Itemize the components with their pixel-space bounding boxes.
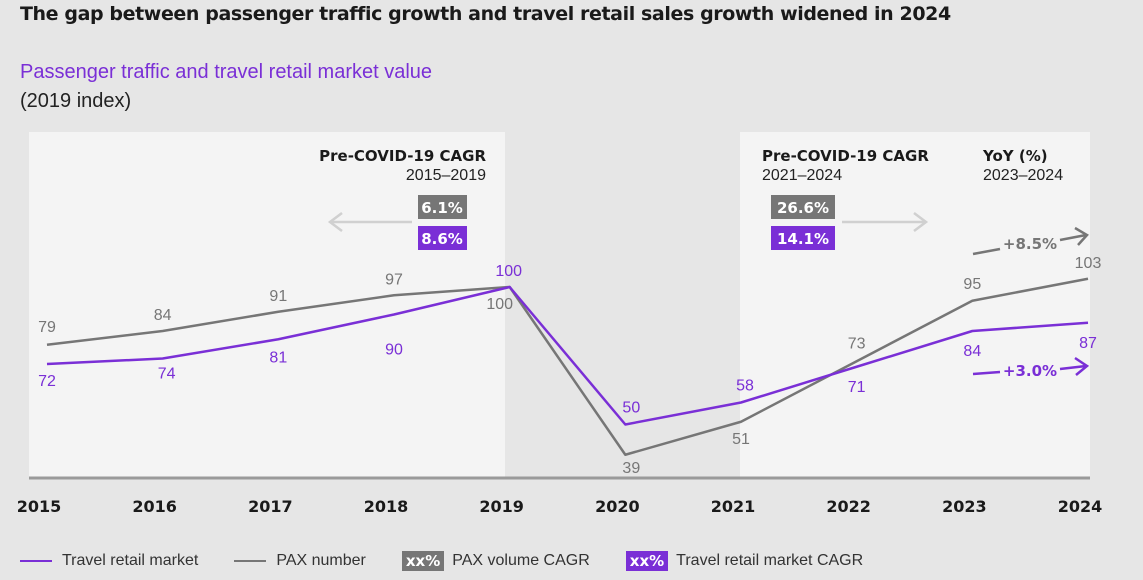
data-label-retail: 81 [269,349,287,366]
legend: Travel retail market PAX number xx% PAX … [20,551,899,571]
data-label-retail: 100 [495,263,522,280]
cagr-value-retail: 14.1% [777,230,829,248]
data-label-retail: 71 [848,379,866,396]
x-tick-label: 2017 [248,497,293,516]
yoy-arrow-pax-icon [1059,233,1087,242]
yoy-arrow-retail-head-icon [1074,356,1090,376]
x-tick-label: 2019 [479,497,524,516]
yoy-value-pax: +8.5% [1003,235,1057,253]
cagr-value-pax: 26.6% [777,199,829,217]
chart-unit: (2019 index) [20,90,132,112]
x-tick-label: 2023 [942,497,987,516]
legend-label: PAX volume CAGR [452,552,590,569]
x-tick-label: 2015 [17,497,62,516]
x-tick-label: 2018 [364,497,409,516]
panel-heading: Pre-COVID-19 CAGR [762,147,929,165]
cagr-box-retail [418,226,467,250]
yoy-period: 2023–2024 [983,167,1063,184]
x-tick-label: 2024 [1058,497,1103,516]
series-line-pax [46,277,1089,456]
yoy-arrow-retail-icon [1059,364,1087,371]
cagr-value-retail: 8.6% [421,230,463,248]
yoy-arrow-retail-tail [972,370,1001,376]
data-label-retail: 74 [158,366,176,383]
arrow-left-head-icon [327,212,343,232]
data-label-retail: 50 [622,400,640,417]
series-line-retail [46,285,1089,426]
x-tick-label: 2022 [826,497,871,516]
cagr-box-pax [771,195,835,219]
legend-box-pax: xx% [401,551,445,571]
data-label-pax: 84 [154,307,172,324]
data-label-pax: 73 [848,335,866,352]
panel-heading: Pre-COVID-19 CAGR [319,147,486,165]
legend-label: PAX number [276,552,366,569]
data-label-pax: 100 [486,296,513,313]
data-label-pax: 91 [269,288,287,305]
x-tick-label: 2021 [711,497,756,516]
shaded-panel-recovery [740,132,1090,477]
data-label-pax: 39 [622,460,640,477]
legend-box-retail: xx% [625,551,669,571]
chart-subtitle: Passenger traffic and travel retail mark… [20,61,433,83]
panel-period: 2015–2019 [406,167,486,184]
yoy-heading: YoY (%) [982,147,1048,165]
data-label-pax: 103 [1075,255,1102,272]
data-label-pax: 97 [385,271,403,288]
data-label-retail: 84 [963,343,981,360]
legend-item-pax: PAX number [234,552,366,570]
yoy-arrow-pax-head-icon [1074,226,1089,246]
x-tick-label: 2020 [595,497,640,516]
x-tick-label: 2016 [132,497,177,516]
cagr-box-pax [418,195,467,219]
legend-label: Travel retail market CAGR [676,552,864,569]
yoy-arrow-pax-tail [972,247,1001,256]
legend-item-retail: Travel retail market [20,552,198,570]
data-label-retail: 58 [736,378,754,395]
data-label-pax: 79 [38,319,56,336]
yoy-value-retail: +3.0% [1003,362,1057,380]
legend-line-pax [234,560,267,562]
legend-label: Travel retail market [62,552,199,569]
data-label-pax: 95 [963,276,981,293]
cagr-value-pax: 6.1% [421,199,463,217]
cagr-box-retail [771,226,835,250]
chart-title: The gap between passenger traffic growth… [20,3,951,25]
legend-line-retail [20,560,52,562]
data-label-pax: 51 [732,431,750,448]
arrow-right-head-icon [913,212,929,232]
data-label-retail: 87 [1079,335,1097,352]
legend-item-pax-cagr: xx% PAX volume CAGR [401,551,590,571]
data-label-retail: 72 [38,373,56,390]
panel-period: 2021–2024 [762,167,842,184]
legend-item-retail-cagr: xx% Travel retail market CAGR [625,551,864,571]
shaded-panel-pre-covid [29,132,505,477]
data-label-retail: 90 [385,342,403,359]
